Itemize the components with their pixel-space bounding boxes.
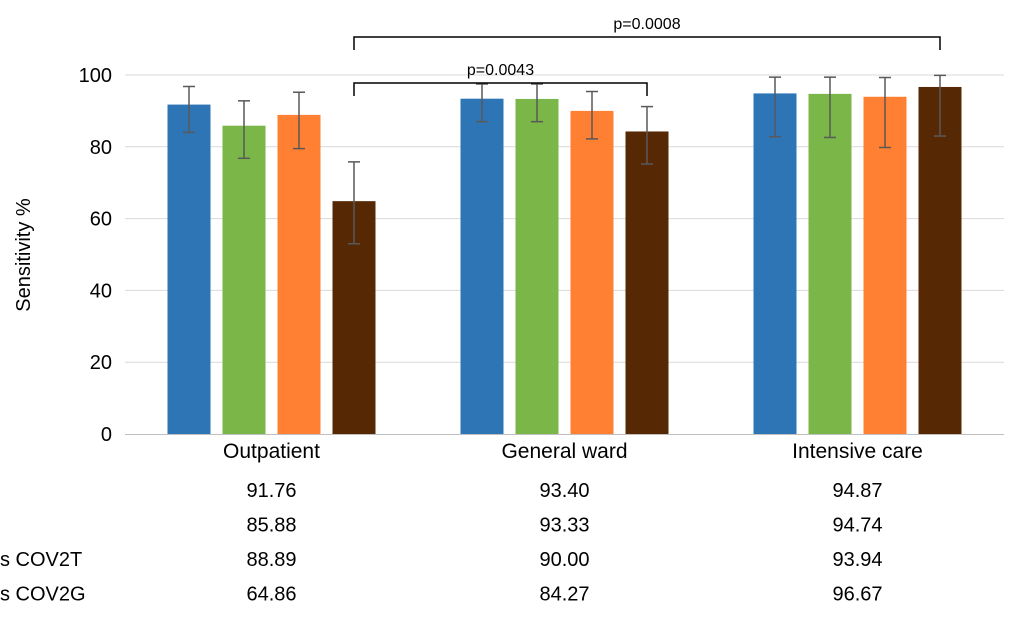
significance-bracket: [353, 82, 648, 96]
table-cell: 90.00: [539, 549, 589, 571]
x-category-label: General ward: [501, 440, 627, 463]
bar: [918, 86, 962, 434]
table-cell: 93.94: [832, 549, 882, 571]
table-cell: 85.88: [246, 515, 296, 537]
table-cell: 94.74: [832, 515, 882, 537]
bar: [753, 93, 797, 435]
bars: [167, 86, 962, 435]
x-axis-category-labels: Outpatient General ward Intensive care: [223, 440, 923, 463]
table-cell: 96.67: [832, 584, 882, 606]
y-tick-label: 80: [90, 137, 112, 159]
significance-brackets: p=0.0043 p=0.0008: [353, 16, 941, 96]
data-table: 91.76 93.40 94.87 85.88 93.33 94.74 s COV2T 88.…: [0, 480, 883, 606]
y-tick-label: 0: [101, 424, 112, 446]
table-cell: 93.40: [539, 480, 589, 502]
bar: [625, 131, 669, 434]
y-tick-label: 60: [90, 209, 112, 231]
y-axis-ticks: 0 20 40 60 80 100: [79, 65, 112, 446]
bar: [167, 104, 211, 434]
table-row-label: s COV2T: [0, 549, 82, 571]
y-tick-label: 100: [79, 65, 112, 87]
bar: [515, 98, 559, 434]
y-tick-label: 40: [90, 280, 112, 302]
p-value-label: p=0.0008: [613, 16, 680, 33]
bar: [863, 96, 907, 434]
grid-lines: [125, 74, 1004, 363]
table-cell: 84.27: [539, 584, 589, 606]
x-category-label: Intensive care: [792, 440, 923, 463]
bar: [460, 98, 504, 434]
table-cell: 93.33: [539, 515, 589, 537]
bar: [570, 110, 614, 435]
bar: [277, 114, 321, 435]
bar: [222, 125, 266, 435]
significance-bracket: [353, 36, 941, 50]
table-cell: 88.89: [246, 549, 296, 571]
table-cell: 64.86: [246, 584, 296, 606]
table-cell: 94.87: [832, 480, 882, 502]
bar: [808, 93, 852, 435]
table-row-label: s COV2G: [0, 584, 86, 606]
error-bars: [183, 74, 946, 245]
y-axis-label: Sensitivity %: [13, 198, 35, 312]
p-value-label: p=0.0043: [467, 62, 534, 79]
y-tick-label: 20: [90, 352, 112, 374]
table-cell: 91.76: [246, 480, 296, 502]
x-category-label: Outpatient: [223, 440, 320, 463]
